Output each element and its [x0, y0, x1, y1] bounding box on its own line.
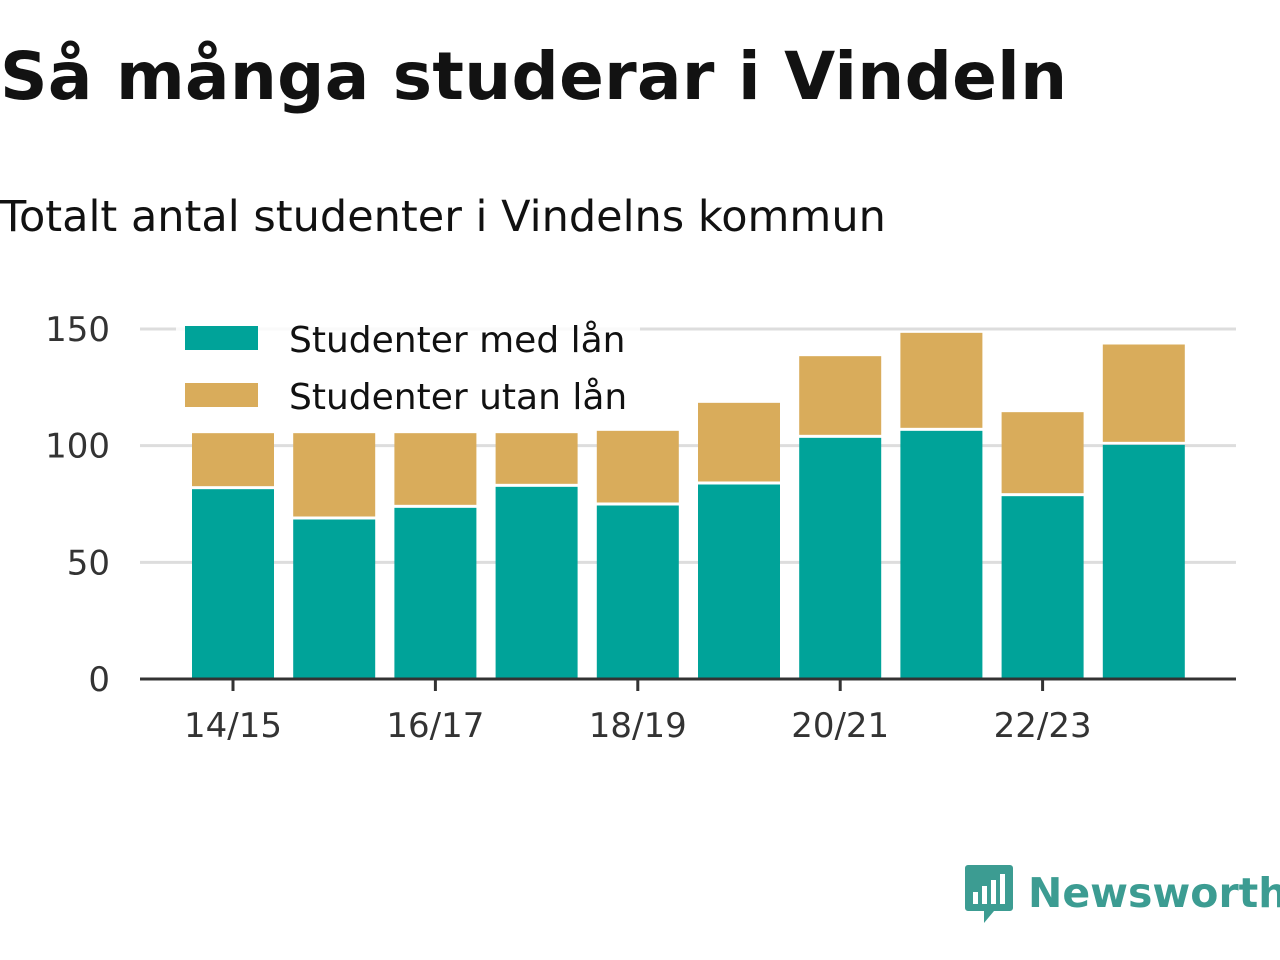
- chart-subtitle: Totalt antal studenter i Vindelns kommun: [0, 192, 886, 242]
- bar-utan-lan: [293, 433, 376, 517]
- bar-utan-lan: [799, 356, 882, 435]
- bar-med-lan: [1001, 496, 1084, 679]
- bar-med-lan: [596, 505, 679, 679]
- x-tick-label: 20/21: [791, 706, 889, 746]
- y-tick-label: 100: [45, 427, 110, 467]
- y-tick-label: 0: [88, 660, 110, 700]
- bar-med-lan: [1102, 444, 1185, 679]
- bar-med-lan: [293, 519, 376, 679]
- chart-title: Så många studerar i Vindeln: [0, 38, 1068, 115]
- bar-med-lan: [495, 486, 578, 679]
- newsworthy-logo: Newsworthy: [964, 862, 1280, 924]
- bar-utan-lan: [900, 332, 983, 428]
- legend-swatch-utan-lan: [185, 383, 258, 407]
- bar-med-lan: [698, 484, 780, 679]
- bar-utan-lan: [596, 430, 679, 503]
- bar-utan-lan: [1102, 344, 1185, 442]
- x-tick-label: 22/23: [994, 706, 1092, 746]
- newsworthy-logo-icon: [965, 865, 1013, 923]
- bar-med-lan: [900, 430, 983, 679]
- legend-label-med-lan: Studenter med lån: [289, 320, 626, 361]
- bar-utan-lan: [495, 433, 578, 484]
- legend: Studenter med lån Studenter utan lån: [176, 312, 640, 426]
- bar-utan-lan: [1001, 412, 1084, 494]
- y-tick-label: 50: [67, 543, 110, 583]
- x-tick-label: 16/17: [386, 706, 484, 746]
- bar-med-lan: [799, 437, 882, 679]
- bar-med-lan: [192, 489, 274, 679]
- y-tick-label: 150: [45, 310, 110, 350]
- bar-utan-lan: [394, 433, 477, 505]
- legend-swatch-med-lan: [185, 326, 258, 350]
- logo-text: Newsworthy: [1028, 869, 1280, 917]
- bar-utan-lan: [192, 433, 274, 487]
- bars: [192, 332, 1185, 679]
- stacked-bar-chart: 14/15 16/17 18/19 20/21 22/23 0 50 100 150 Stud…: [45, 310, 1236, 746]
- bar-utan-lan: [698, 402, 780, 482]
- x-tick-label: 14/15: [184, 706, 282, 746]
- bar-med-lan: [394, 507, 477, 679]
- x-tick-label: 18/19: [589, 706, 687, 746]
- y-axis: 0 50 100 150: [45, 310, 110, 700]
- legend-label-utan-lan: Studenter utan lån: [289, 377, 627, 418]
- x-axis: 14/15 16/17 18/19 20/21 22/23: [140, 677, 1236, 746]
